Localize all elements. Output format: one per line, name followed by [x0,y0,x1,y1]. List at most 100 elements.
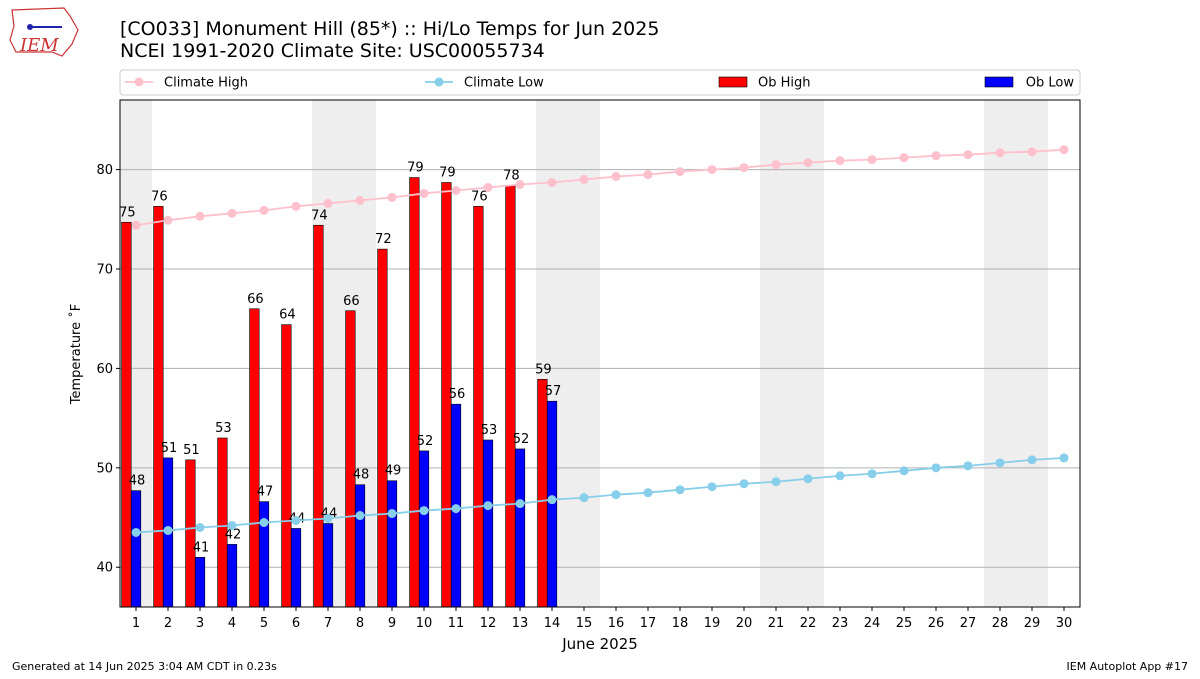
data-label: 66 [247,292,264,307]
data-label: 72 [375,232,392,247]
x-tick-label: 14 [544,616,561,631]
data-label: 64 [279,308,296,323]
bar [473,206,484,608]
marker [835,471,845,481]
chart-subtitle: NCEI 1991-2020 Climate Site: USC00055734 [120,40,545,62]
data-label: 57 [545,384,562,399]
y-axis-label: Temperature ˚F [68,304,84,405]
x-tick-label: 17 [640,616,657,631]
marker [515,180,525,189]
y-tick-label: 40 [96,561,113,576]
marker [387,509,397,519]
marker [771,160,781,170]
x-tick-label: 16 [608,616,625,631]
bar [121,221,132,608]
marker [707,482,717,492]
data-label: 51 [161,441,178,456]
marker [291,201,301,211]
data-label: 79 [407,161,424,176]
data-label: 51 [183,443,200,458]
marker [259,205,269,215]
marker [387,192,397,202]
marker [451,185,461,195]
data-label: 49 [385,464,402,479]
x-tick-label: 13 [512,616,529,631]
data-label: 66 [343,294,360,309]
x-tick-label: 30 [1056,616,1073,631]
marker [739,479,749,489]
marker [675,485,685,495]
marker [259,518,269,527]
legend-box [119,69,1081,96]
x-axis-label: June 2025 [561,635,638,653]
marker [131,527,141,537]
x-tick-label: 26 [928,616,945,631]
x-tick-label: 4 [228,616,236,631]
marker [931,463,941,473]
bar [354,484,366,608]
x-tick-label: 23 [832,616,849,631]
x-tick-label: 1 [132,616,140,631]
x-tick-label: 6 [292,616,300,631]
data-label: 74 [311,208,328,223]
x-tick-label: 2 [164,616,172,631]
bar [345,310,356,608]
marker [867,155,877,165]
marker [419,506,429,516]
data-label: 41 [193,540,210,555]
legend-label: Ob High [758,76,811,91]
x-tick-label: 20 [736,616,753,631]
marker [483,182,493,192]
bar [194,556,206,608]
legend-marker [434,77,444,87]
x-tick-label: 25 [896,616,913,631]
data-label: 53 [481,423,498,438]
marker [1059,453,1069,463]
x-tick-label: 24 [864,616,881,631]
marker [355,195,365,205]
marker [355,511,365,521]
weekend-band [984,100,1048,607]
bar [226,544,238,608]
data-label: 59 [535,362,552,377]
data-label: 48 [353,468,370,483]
marker [195,211,205,221]
marker [227,208,237,218]
x-tick-label: 18 [672,616,689,631]
bar [281,324,292,608]
marker [483,501,493,511]
logo: IEM [9,7,79,57]
marker [899,153,909,163]
marker [611,490,621,500]
marker [675,167,685,177]
marker [931,151,941,161]
data-label: 53 [215,421,232,436]
legend-swatch [984,76,1014,88]
marker [451,504,461,514]
bar [409,177,420,608]
bar [153,206,164,608]
marker [803,474,813,484]
marker [803,158,813,168]
x-tick-label: 19 [704,616,721,631]
y-tick-label: 60 [96,362,113,377]
bar [505,185,516,608]
x-tick-label: 12 [480,616,497,631]
weekend-band [760,100,824,607]
marker [163,525,173,535]
marker [195,522,205,532]
marker [131,220,141,230]
bar [482,439,494,608]
data-label: 76 [471,189,488,204]
y-tick-label: 50 [96,461,113,476]
bar [322,523,334,608]
legend-label: Climate Low [464,76,544,91]
marker [643,488,653,498]
marker [323,514,333,524]
marker [579,493,589,503]
logo-outline [9,7,79,57]
marker [963,461,973,471]
x-tick-label: 28 [992,616,1009,631]
logo-text: IEM [19,35,59,56]
